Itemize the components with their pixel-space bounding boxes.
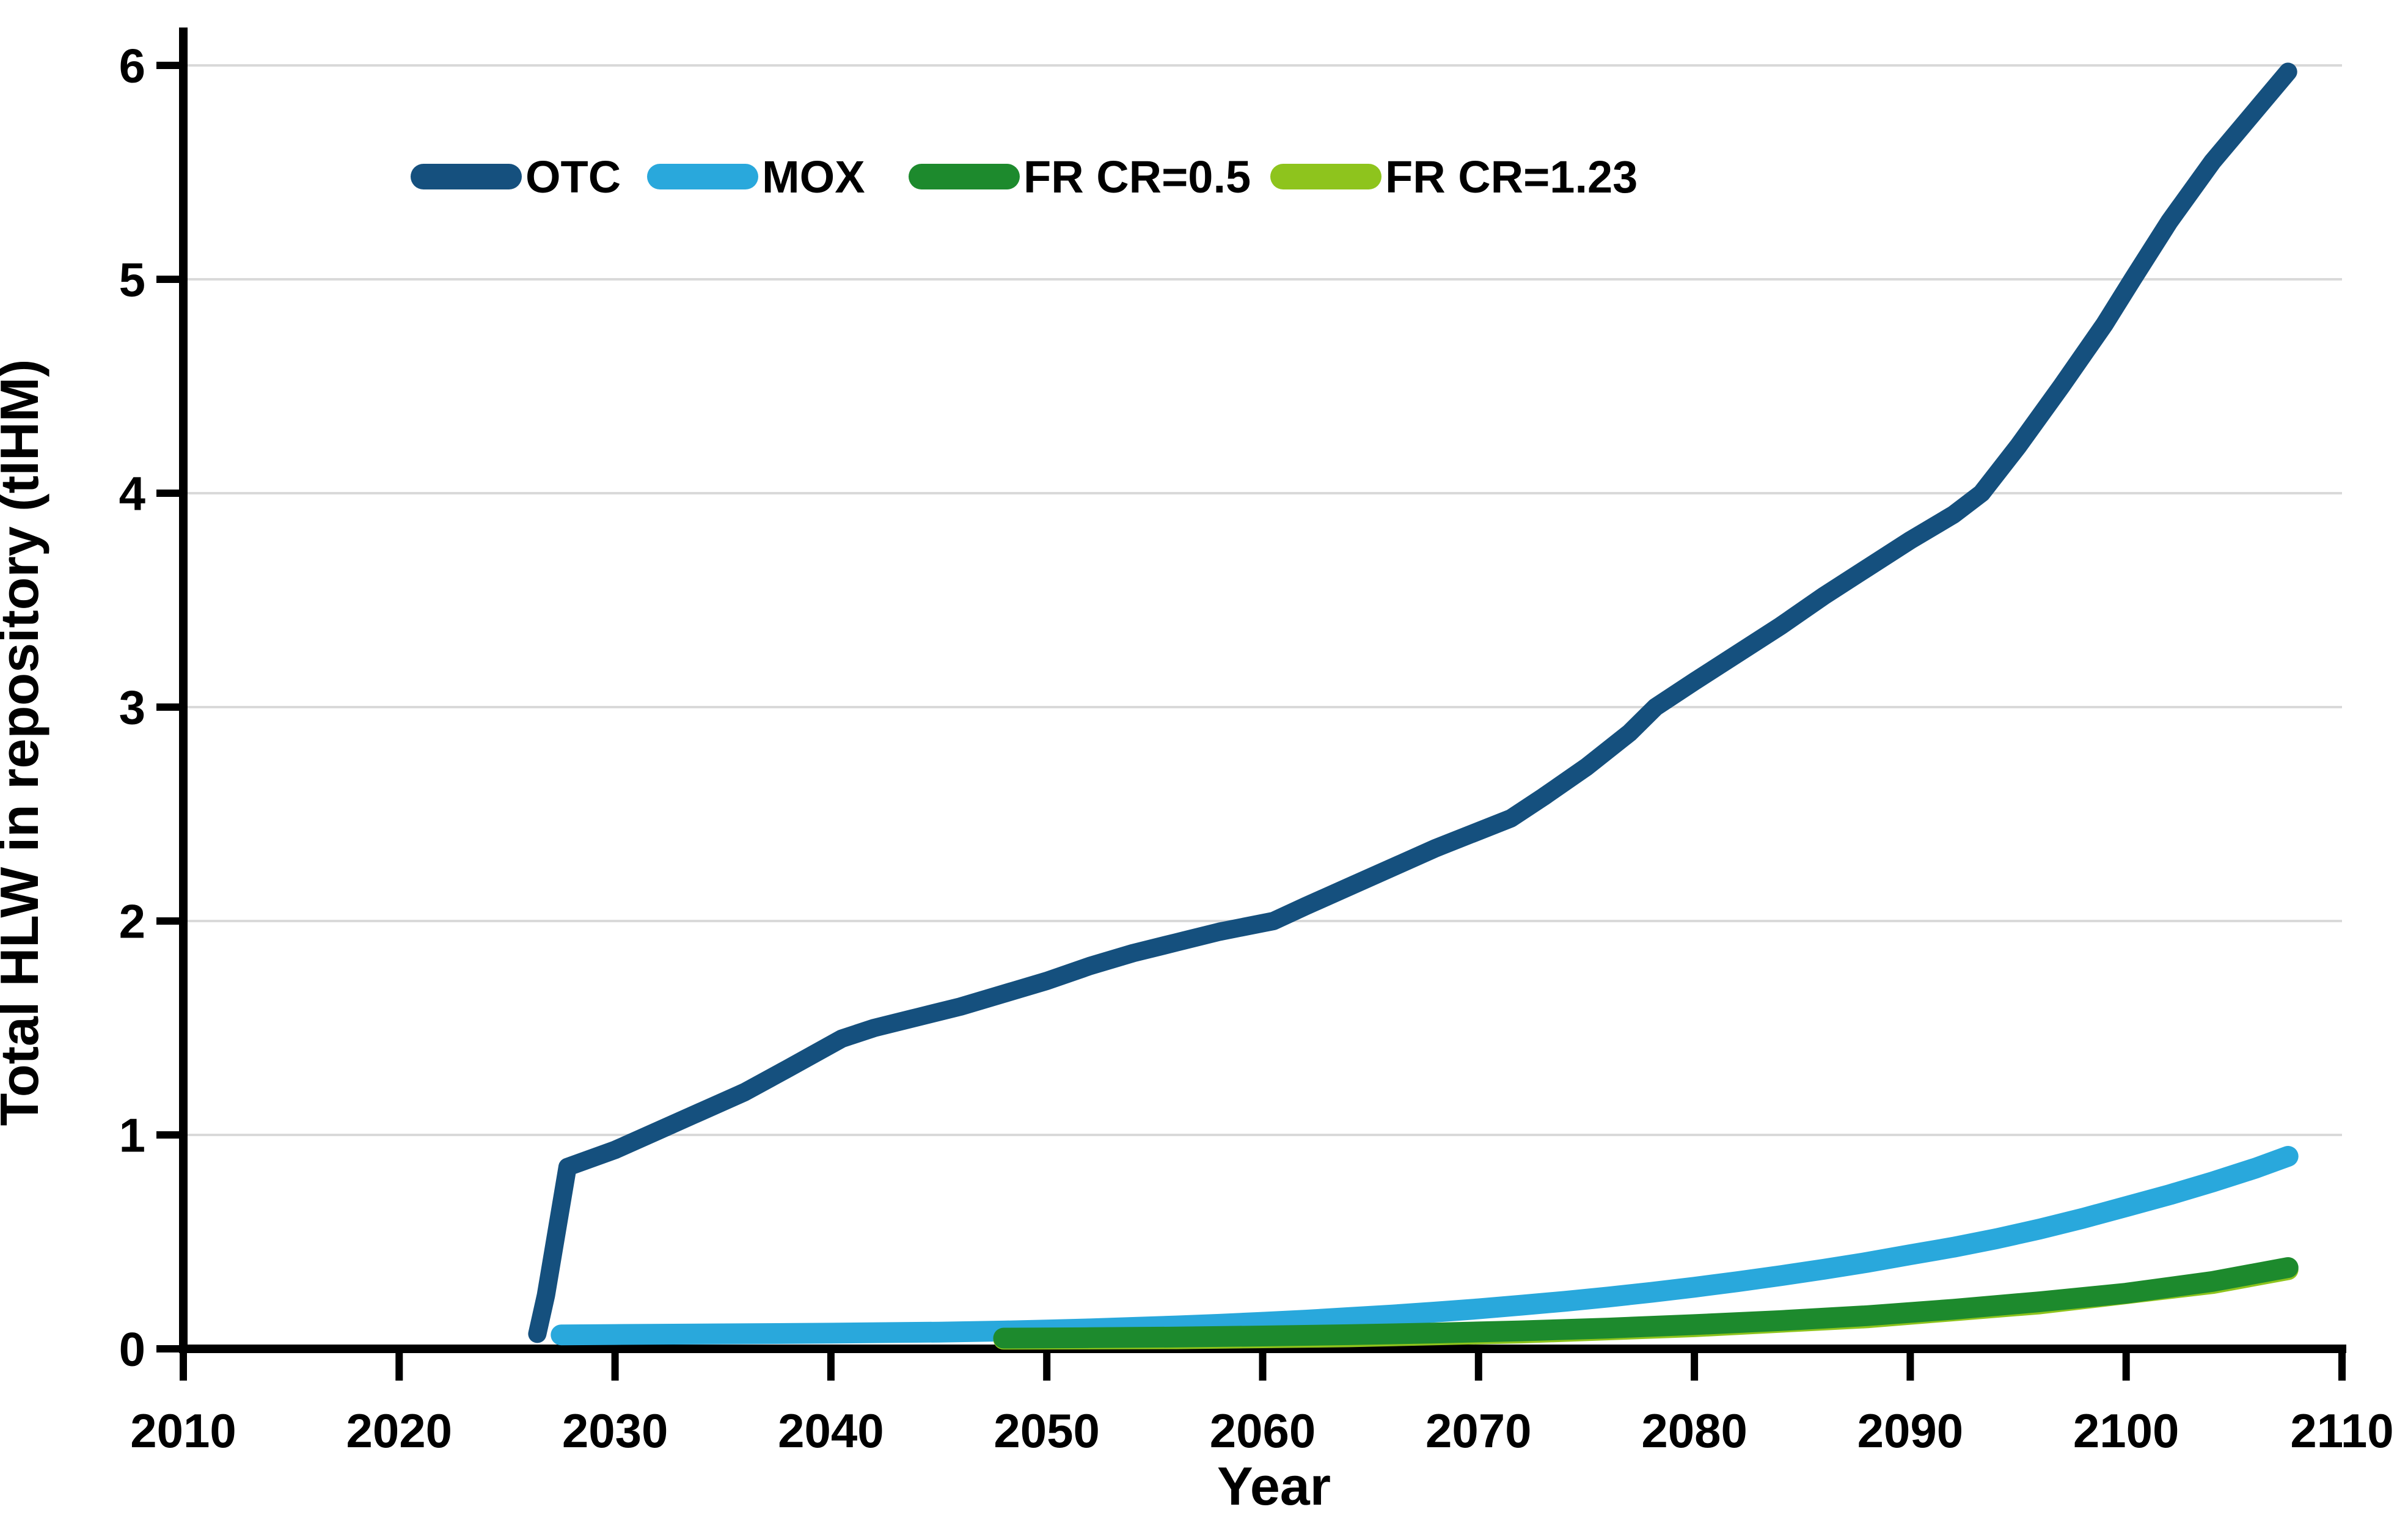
y-axis-title: Total HLW in repository (tIHM) <box>0 359 49 1126</box>
legend: OTC MOX FR CR=0.5 FR CR=1.23 <box>411 152 1638 202</box>
x-tick-label-2030: 2030 <box>562 1404 668 1458</box>
series-layer <box>528 62 2299 1350</box>
series-line-otc <box>528 62 2297 1343</box>
x-tick-label-2010: 2010 <box>130 1404 236 1458</box>
y-tick-label-0: 0 <box>119 1322 145 1376</box>
x-tick-label-2060: 2060 <box>1210 1404 1316 1458</box>
axes-layer <box>156 28 2346 1381</box>
x-tick-label-2040: 2040 <box>778 1404 884 1458</box>
x-tick-label-2090: 2090 <box>1857 1404 1964 1458</box>
x-tick-label-2100: 2100 <box>2073 1404 2179 1458</box>
y-tick-label-5: 5 <box>119 252 145 306</box>
y-tick-label-2: 2 <box>119 894 145 948</box>
legend-label-mox: MOX <box>762 152 865 202</box>
legend-label-fr-cr-1.23: FR CR=1.23 <box>1385 152 1638 202</box>
y-tick-label-1: 1 <box>119 1108 145 1162</box>
x-tick-label-2020: 2020 <box>346 1404 453 1458</box>
y-tick-label-6: 6 <box>119 39 145 92</box>
gridlines-layer <box>188 64 2342 1136</box>
legend-label-fr-cr-0.5: FR CR=0.5 <box>1023 152 1251 202</box>
y-tick-label-4: 4 <box>119 466 145 520</box>
tick-labels-layer: 0 1 2 3 4 5 6 2010 2020 2030 2040 2050 2060 2070 2080 2… <box>119 39 2394 1458</box>
y-tick-label-3: 3 <box>119 680 145 734</box>
x-tick-label-2050: 2050 <box>994 1404 1100 1458</box>
x-tick-label-2110: 2110 <box>2290 1404 2393 1458</box>
x-tick-label-2070: 2070 <box>1425 1404 1532 1458</box>
series-line-fr-cr-0.5 <box>993 1257 2299 1349</box>
x-tick-label-2080: 2080 <box>1641 1404 1747 1458</box>
legend-label-otc: OTC <box>525 152 621 202</box>
x-axis-title: Year <box>1217 1456 1331 1516</box>
